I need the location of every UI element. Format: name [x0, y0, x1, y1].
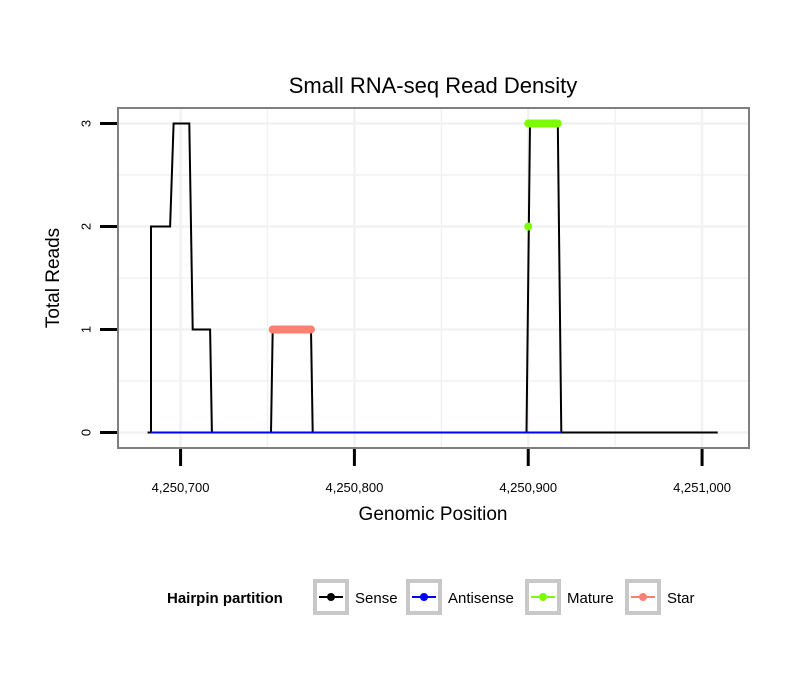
- legend-key-point: [539, 593, 547, 601]
- legend-item-star: Star: [625, 579, 695, 615]
- x-tick-label: 4,250,700: [152, 480, 210, 495]
- y-tick-label: 1: [79, 326, 94, 333]
- legend-title: Hairpin partition: [167, 590, 283, 607]
- grid-lines: [119, 109, 748, 447]
- y-axis-title: Total Reads: [43, 228, 64, 328]
- series-point-mature: [524, 222, 533, 231]
- x-axis: 4,250,700 4,250,800 4,250,900 4,251,000: [152, 449, 731, 495]
- chart-title: Small RNA-seq Read Density: [289, 73, 578, 98]
- y-axis: 0 1 2 3: [79, 120, 117, 436]
- x-tick-label: 4,250,900: [499, 480, 557, 495]
- legend-key-point: [327, 593, 335, 601]
- legend-item-sense: Sense: [313, 579, 398, 615]
- legend-item-antisense: Antisense: [406, 579, 514, 615]
- y-tick-label: 3: [79, 120, 94, 127]
- x-tick-label: 4,251,000: [673, 480, 731, 495]
- legend-label: Sense: [355, 590, 398, 607]
- legend-label: Star: [667, 590, 695, 607]
- legend-item-mature: Mature: [525, 579, 614, 615]
- y-tick-label: 2: [79, 223, 94, 230]
- legend-key-point: [420, 593, 428, 601]
- legend-label: Antisense: [448, 590, 514, 607]
- x-axis-title: Genomic Position: [359, 504, 508, 525]
- legend: Hairpin partition Sense Antisense Mature St…: [167, 579, 695, 615]
- legend-key-point: [639, 593, 647, 601]
- y-tick-label: 0: [79, 429, 94, 436]
- series-layer: [147, 119, 718, 434]
- legend-label: Mature: [567, 590, 614, 607]
- x-tick-label: 4,250,800: [325, 480, 383, 495]
